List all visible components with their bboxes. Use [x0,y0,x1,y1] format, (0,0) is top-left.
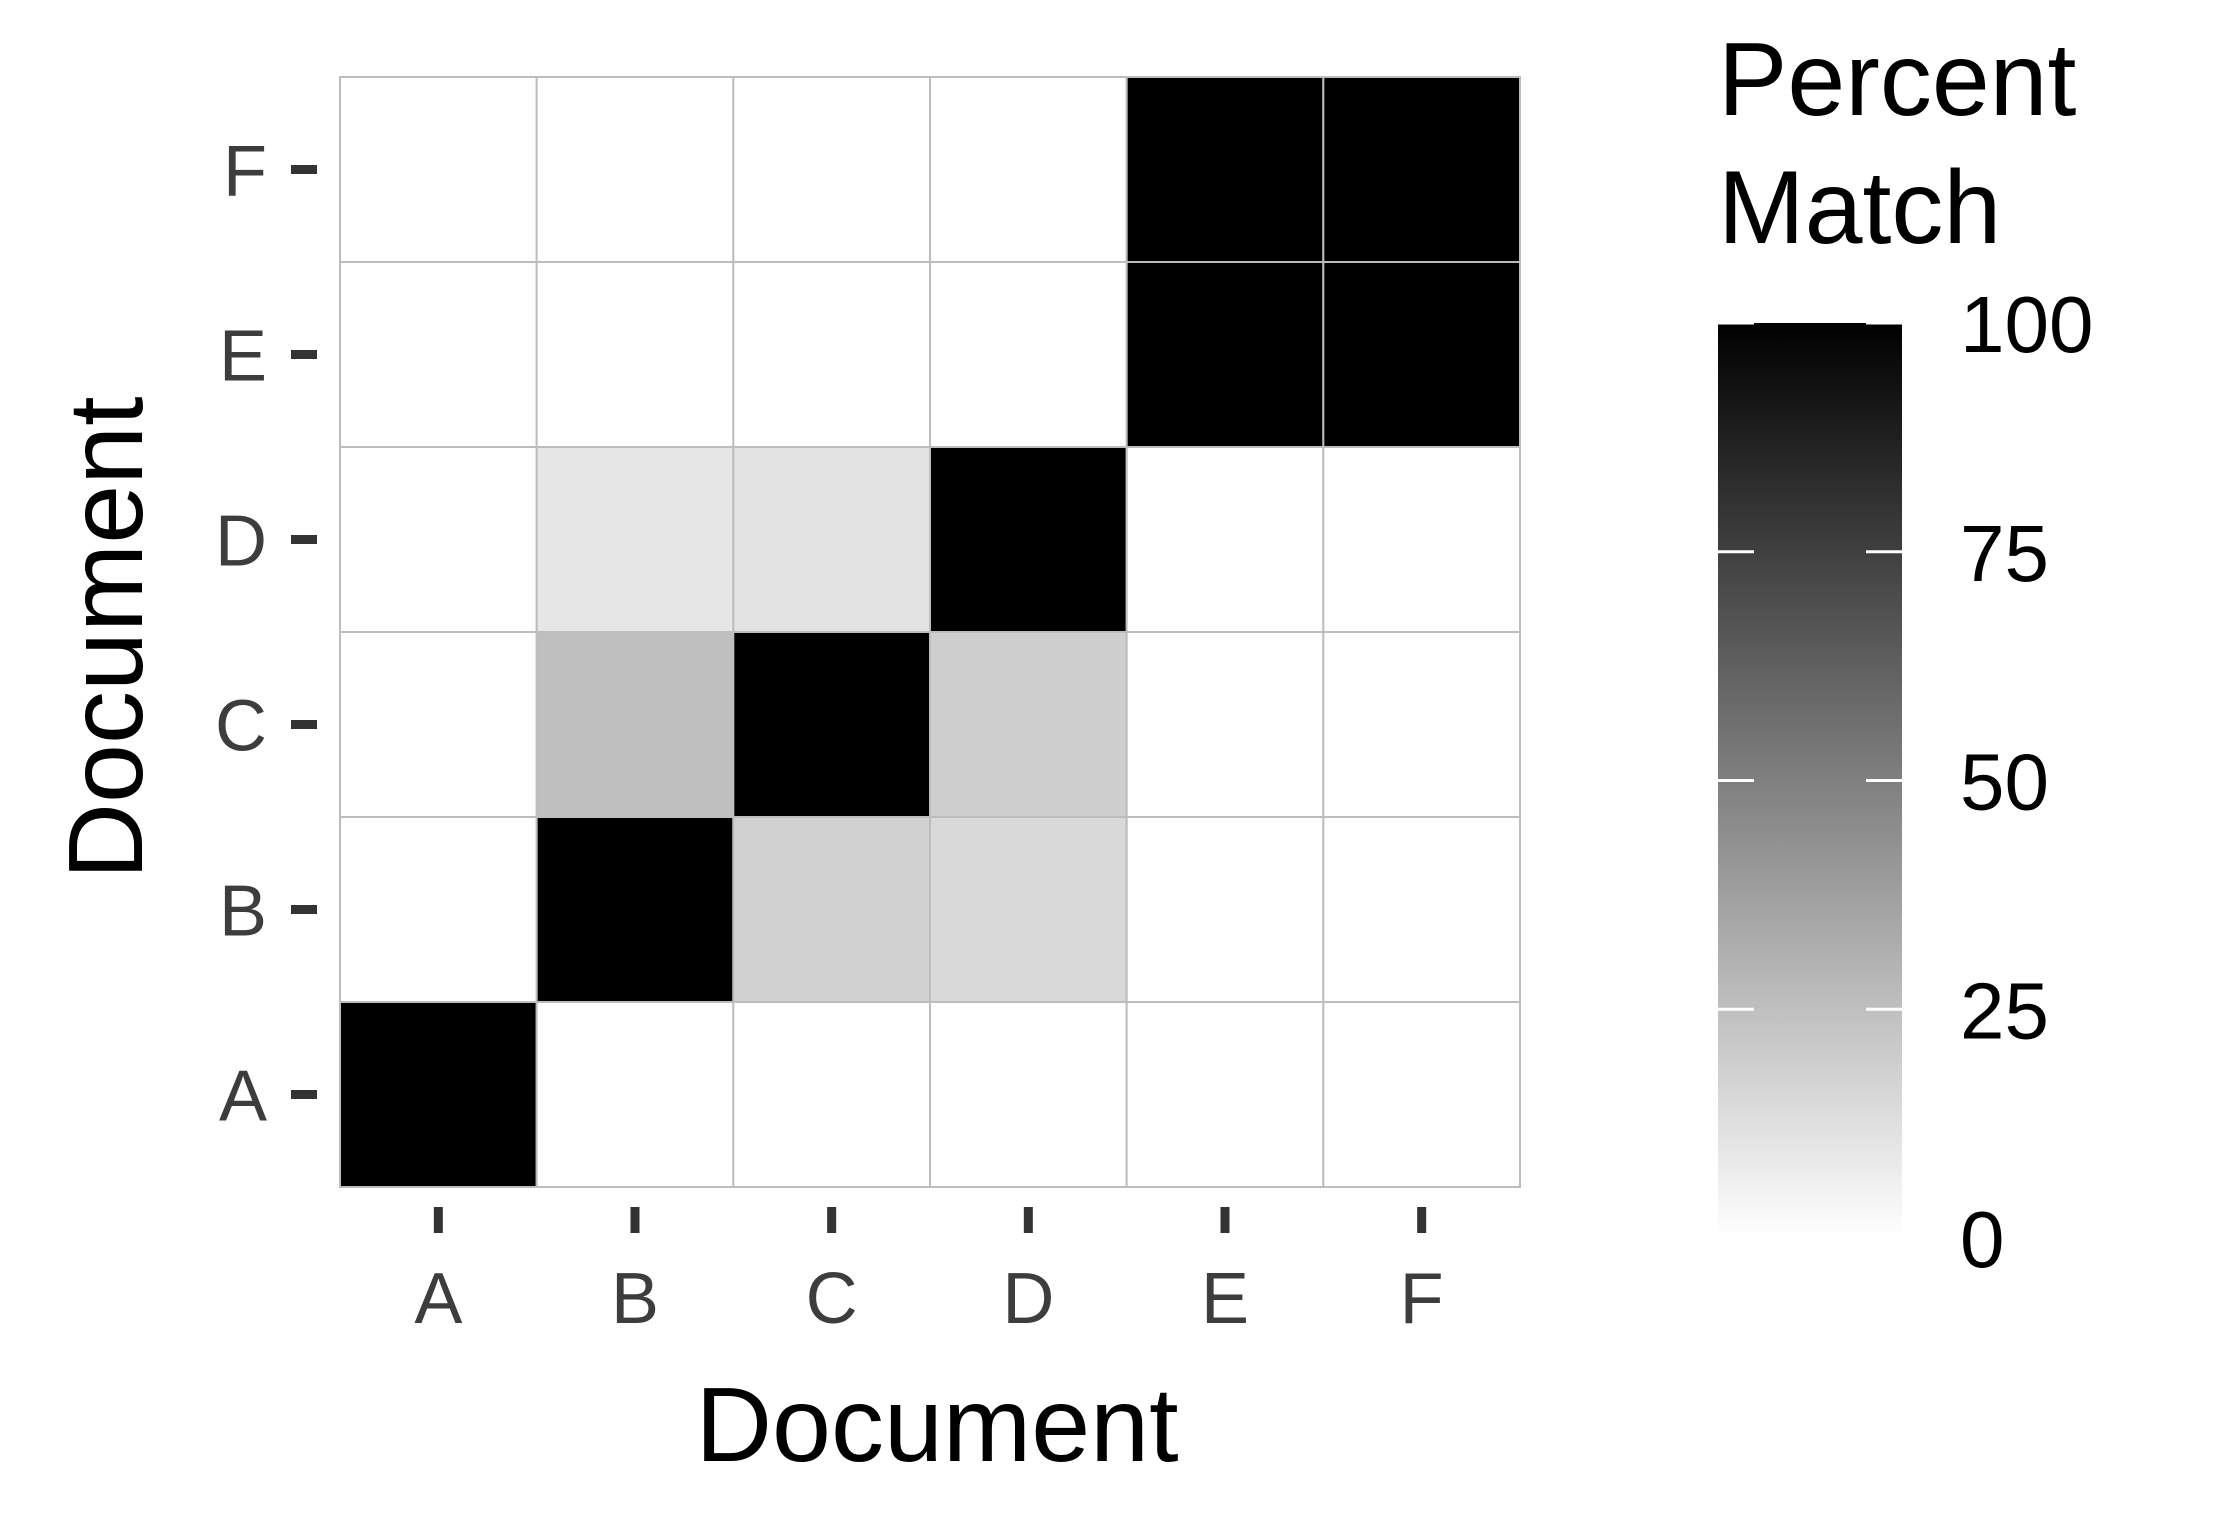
legend-tick-label: 25 [1960,966,2049,1055]
heatmap-cell-B-C [732,816,931,1003]
heatmap-cell-A-B [535,1001,735,1188]
legend-title-line-1: Percent [1718,22,2077,138]
heatmap-cell-C-A [339,631,538,818]
heatmap-cell-C-F [1322,631,1522,818]
heatmap-cell-E-E [1125,261,1325,448]
heatmap-cell-D-F [1322,446,1522,633]
heatmap-cell-F-C [732,76,931,263]
heatmap-cell-D-D [929,446,1128,633]
heatmap-cell-E-D [929,261,1128,448]
y-tick-label: D [215,502,267,582]
x-axis-title: Document [695,1366,1178,1484]
heatmap-cell-B-D [929,816,1128,1003]
x-tick-label: E [1201,1259,1249,1339]
heatmap-cell-A-A [339,1001,538,1188]
heatmap-cell-D-E [1125,446,1325,633]
x-tick-label: A [414,1259,462,1339]
x-tick-label: C [806,1259,858,1339]
legend-tick-label: 75 [1960,509,2049,598]
legend-ticks: 0 25 50 75 100 [1718,280,2093,1284]
heatmap-cell-B-E [1125,816,1325,1003]
y-tick-label: A [219,1057,267,1137]
heatmap-cell-E-C [732,261,931,448]
x-tick-label: B [611,1259,659,1339]
heatmap-cell-C-D [929,631,1128,818]
heatmap-cell-D-B [535,446,735,633]
heatmap-cell-A-D [929,1001,1128,1188]
legend-tick-label: 50 [1960,738,2049,827]
y-axis-title: Document [47,396,165,879]
heatmap-cell-B-B [535,816,735,1003]
heatmap-cell-E-F [1322,261,1522,448]
y-tick-label: E [219,317,267,397]
y-tick-label: C [215,687,267,767]
heatmap-cell-F-F [1322,76,1522,263]
heatmap-cell-A-F [1322,1001,1522,1188]
heatmap-cell-F-A [339,76,538,263]
color-legend: Percent Match 0 25 50 75 100 [1718,22,2093,1284]
heatmap-cell-E-B [535,261,735,448]
x-axis-ticks: A B C D E F [414,1207,1444,1339]
heatmap-cell-C-B [535,631,735,818]
heatmap-cell-E-A [339,261,538,448]
heatmap-cell-D-A [339,446,538,633]
heatmap-cells [339,76,1522,1188]
heatmap-cell-F-D [929,76,1128,263]
heatmap-cell-B-F [1322,816,1522,1003]
heatmap-cell-C-C [732,631,931,818]
x-tick-label: F [1400,1259,1444,1339]
heatmap-cell-F-B [535,76,735,263]
x-tick-label: D [1002,1259,1054,1339]
legend-title-line-2: Match [1718,150,2001,266]
y-axis-ticks: A B C D E F [215,132,317,1137]
y-tick-label: B [219,872,267,952]
heatmap-cell-A-C [732,1001,931,1188]
legend-tick-label: 100 [1960,280,2093,369]
heatmap-cell-C-E [1125,631,1325,818]
heatmap-cell-F-E [1125,76,1325,263]
legend-tick-label: 0 [1960,1195,2005,1284]
heatmap-cell-A-E [1125,1001,1325,1188]
heatmap-cell-D-C [732,446,931,633]
y-tick-label: F [223,132,267,212]
heatmap-cell-B-A [339,816,538,1003]
